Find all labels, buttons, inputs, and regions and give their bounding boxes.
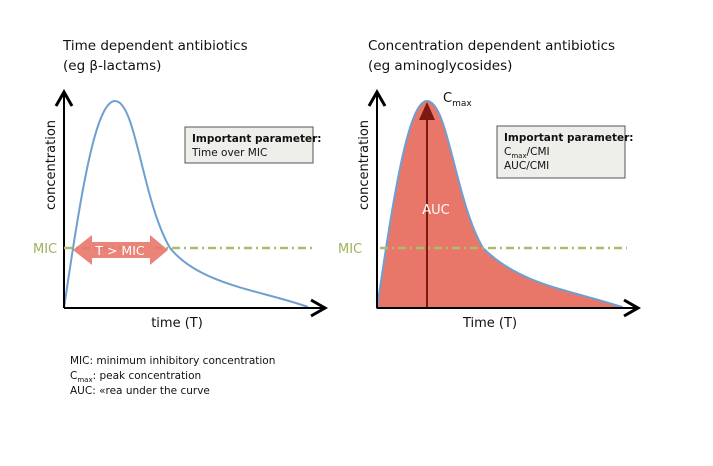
left-box-line1: Time over MIC bbox=[191, 147, 267, 159]
right-x-label: Time (T) bbox=[462, 316, 517, 331]
cmax-label: Cmax bbox=[443, 91, 472, 109]
right-box-line1: Cmax/CMI bbox=[504, 146, 550, 160]
auc-label: AUC bbox=[422, 203, 450, 218]
left-box-heading: Important parameter: bbox=[192, 133, 321, 145]
auc-area bbox=[375, 99, 623, 309]
right-box-line2: AUC/CMI bbox=[504, 160, 549, 172]
right-parameter-box bbox=[496, 125, 626, 179]
left-title-line1: Time dependent antibiotics bbox=[62, 38, 248, 54]
right-title-line2: (eg aminoglycosides) bbox=[368, 58, 512, 74]
left-x-label: time (T) bbox=[151, 316, 203, 331]
left-title-line2: (eg β-lactams) bbox=[63, 58, 161, 74]
legend-auc: AUC: «rea under the curve bbox=[70, 385, 210, 397]
left-concentration-curve bbox=[63, 99, 309, 309]
legend-mic: MIC: minimum inhibitory concentration bbox=[70, 355, 275, 367]
right-title-line1: Concentration dependent antibiotics bbox=[368, 38, 615, 54]
t-over-mic-label: T > MIC bbox=[94, 243, 145, 258]
right-mic-label: MIC bbox=[338, 242, 362, 257]
left-mic-label: MIC bbox=[33, 242, 57, 257]
left-parameter-box bbox=[184, 126, 314, 164]
right-y-label: concentration bbox=[357, 120, 372, 210]
left-y-label: concentration bbox=[44, 120, 59, 210]
legend-cmax: Cmax: peak concentration bbox=[70, 370, 201, 384]
right-box-heading: Important parameter: bbox=[504, 132, 633, 144]
t-over-mic-arrow bbox=[73, 235, 168, 265]
